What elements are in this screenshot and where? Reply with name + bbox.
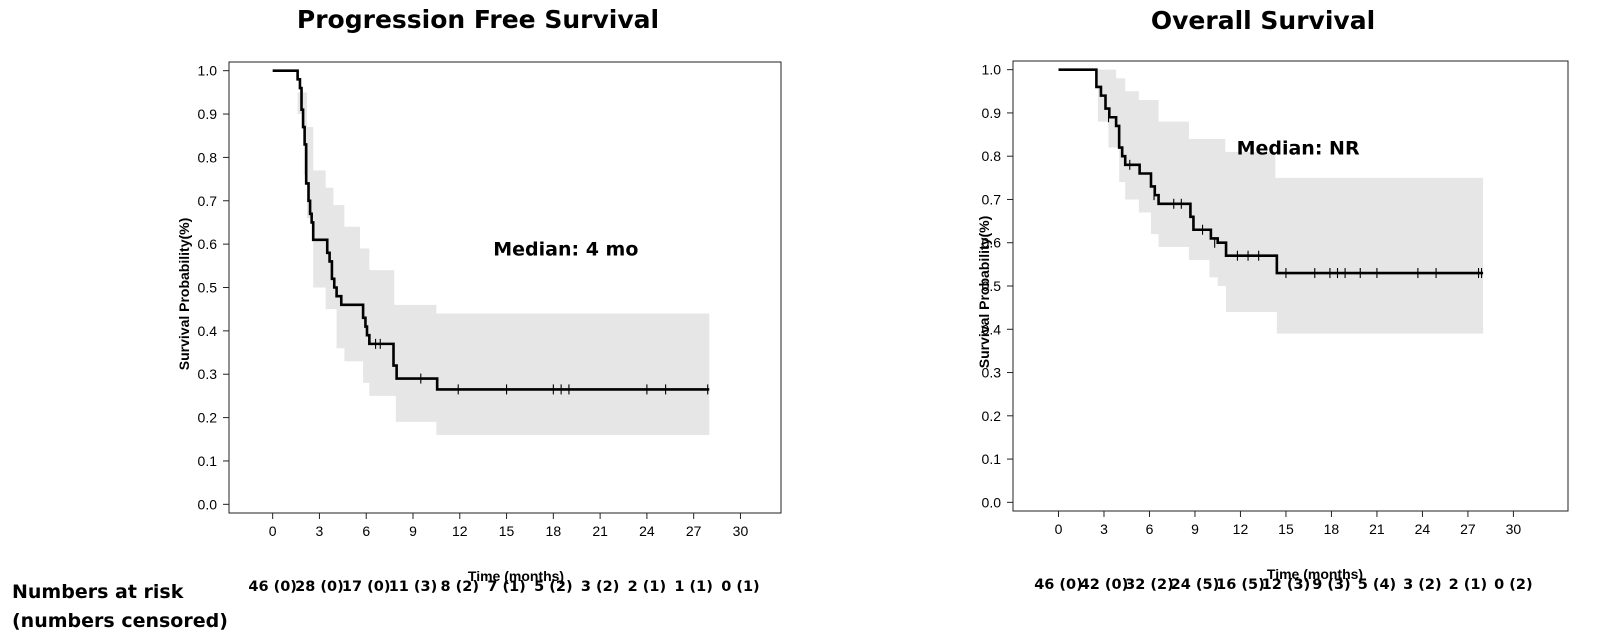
os-x-tick-label: 6 [1146, 521, 1154, 537]
os-survival-curve [1058, 68, 1484, 275]
os-risk-value: 46 (0) [1034, 577, 1083, 593]
pfs-x-tick-label: 18 [546, 523, 562, 539]
pfs-risk-value: 17 (0) [342, 579, 391, 595]
risk-table-label-line2: (numbers censored) [12, 610, 228, 632]
os-x-tick-label: 27 [1460, 521, 1476, 537]
pfs-y-tick-label: 0.8 [198, 149, 218, 165]
os-risk-value: 3 (2) [1403, 577, 1441, 593]
pfs-x-tick-label: 12 [452, 523, 468, 539]
os-y-tick-label: 0.2 [982, 408, 1002, 424]
pfs-risk-value: 1 (1) [674, 579, 712, 595]
os-y-tick-label: 0.8 [982, 148, 1002, 164]
os-x-tick-label: 9 [1191, 521, 1199, 537]
os-risk-value: 2 (1) [1449, 577, 1487, 593]
pfs-survival-curve [272, 69, 710, 391]
os-ci-band [1094, 69, 1484, 334]
os-y-tick-label: 0.9 [982, 105, 1002, 121]
os-x-tick-label: 0 [1055, 521, 1063, 537]
pfs-y-tick-label: 0.3 [198, 366, 218, 382]
os-y-tick-label: 0.4 [982, 321, 1002, 337]
pfs-y-tick-label: 0.9 [198, 106, 218, 122]
pfs-risk-value: 2 (1) [628, 579, 666, 595]
os-y-tick-label: 0.1 [982, 451, 1002, 467]
pfs-risk-value: 0 (1) [721, 579, 759, 595]
os-x-tick-label: 15 [1278, 521, 1294, 537]
os-censor-marks [1107, 112, 1483, 279]
os-y-tick-label: 0.7 [982, 191, 1002, 207]
os-risk-value: 32 (2) [1125, 577, 1174, 593]
pfs-y-tick-label: 0.4 [198, 323, 218, 339]
pfs-ci-band [292, 70, 710, 435]
os-y-tick-label: 0.6 [982, 235, 1002, 251]
pfs-risk-value: 46 (0) [248, 579, 297, 595]
os-x-tick-label: 18 [1324, 521, 1340, 537]
os-risk-table: 46 (0)42 (0)32 (2)24 (5)16 (5)12 (3) 9 (3… [1034, 577, 1532, 593]
os-x-tick-label: 3 [1100, 521, 1108, 537]
pfs-risk-value: 28 (0) [295, 579, 344, 595]
os-risk-value: 42 (0) [1080, 577, 1129, 593]
os-axes: 0.0 0.1 0.2 0.3 0.4 0.5 0.6 0.7 0.8 0.9 1.0 0 3 6 9 12 1… [982, 60, 1569, 537]
pfs-y-tick-label: 0.6 [198, 236, 218, 252]
os-x-tick-label: 24 [1415, 521, 1431, 537]
pfs-risk-value: 7 (1) [487, 579, 525, 595]
os-risk-value: 5 (4) [1358, 577, 1396, 593]
os-y-tick-label: 1.0 [982, 62, 1002, 78]
os-y-axis-title: Survival Probability(%) [976, 216, 992, 368]
pfs-x-tick-label: 24 [639, 523, 655, 539]
os-x-axis-title: Time (months) [1267, 566, 1363, 582]
os-km-step-line [1058, 68, 1484, 275]
pfs-title: Progression Free Survival [297, 5, 659, 34]
pfs-x-axis-title: Time (months) [468, 568, 564, 584]
pfs-y-tick-label: 1.0 [198, 63, 218, 79]
pfs-x-tick-label: 0 [269, 523, 277, 539]
os-median-annotation: Median: NR [1237, 138, 1360, 160]
os-y-tick-label: 0.0 [982, 494, 1002, 510]
os-confidence-band [1094, 69, 1484, 334]
os-title: Overall Survival [1151, 6, 1375, 35]
os-risk-value: 12 (3) [1262, 577, 1311, 593]
pfs-y-tick-label: 0.7 [198, 193, 218, 209]
os-panel: Overall Survival 0.00.10.20.30.40.50.60.… [976, 6, 1569, 593]
pfs-y-tick-label: 0.0 [198, 496, 218, 512]
pfs-y-axis-title: Survival Probability(%) [176, 218, 192, 370]
os-risk-value: 0 (2) [1494, 577, 1532, 593]
os-y-tick-label: 0.5 [982, 278, 1002, 294]
pfs-risk-value: 5 (2) [534, 579, 572, 595]
pfs-x-tick-label: 3 [316, 523, 324, 539]
os-x-tick-label: 21 [1369, 521, 1385, 537]
pfs-axes: 0.0 0.1 0.2 0.3 0.4 0.5 0.6 0.7 0.8 0.9 1.0 0 3 6 9 12 1… [198, 61, 782, 539]
pfs-risk-value: 11 (3) [389, 579, 438, 595]
pfs-km-step-line [272, 69, 710, 391]
pfs-x-tick-label: 30 [733, 523, 749, 539]
pfs-risk-table: 46 (0)28 (0)17 (0)11 (3) 8 (2) 7 (1) 5 (2) 3… [248, 579, 759, 595]
pfs-y-tick-label: 0.2 [198, 410, 218, 426]
pfs-x-tick-label: 9 [409, 523, 417, 539]
pfs-confidence-band [292, 70, 710, 435]
os-risk-value: 16 (5) [1216, 577, 1265, 593]
pfs-risk-value: 8 (2) [441, 579, 479, 595]
os-x-tick-label: 30 [1506, 521, 1522, 537]
pfs-censor-marks [375, 338, 709, 395]
pfs-y-tick-label: 0.1 [198, 453, 218, 469]
pfs-x-tick-label: 27 [686, 523, 702, 539]
pfs-panel: Progression Free Survival 0.00.10.20.30.… [176, 5, 782, 595]
os-x-tick-label: 12 [1233, 521, 1249, 537]
os-y-tick-label: 0.3 [982, 365, 1002, 381]
pfs-risk-value: 3 (2) [581, 579, 619, 595]
pfs-x-tick-label: 21 [592, 523, 608, 539]
pfs-x-tick-label: 6 [362, 523, 370, 539]
os-risk-value: 9 (3) [1312, 577, 1350, 593]
pfs-x-tick-label: 15 [499, 523, 515, 539]
pfs-median-annotation: Median: 4 mo [493, 238, 638, 260]
pfs-y-tick-label: 0.5 [198, 280, 218, 296]
risk-table-label-line1: Numbers at risk [12, 581, 184, 603]
os-risk-value: 24 (5) [1171, 577, 1220, 593]
